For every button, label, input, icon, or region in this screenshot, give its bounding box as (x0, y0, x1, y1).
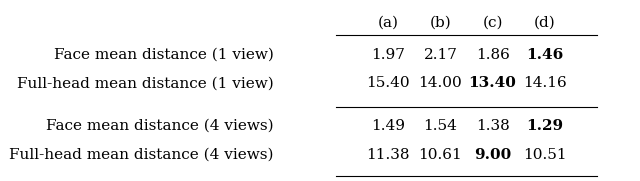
Text: 1.97: 1.97 (371, 48, 405, 62)
Text: (b): (b) (429, 16, 451, 30)
Text: 14.00: 14.00 (419, 76, 462, 90)
Text: (a): (a) (378, 16, 399, 30)
Text: 1.29: 1.29 (526, 119, 563, 133)
Text: 1.49: 1.49 (371, 119, 405, 133)
Text: 10.51: 10.51 (523, 148, 566, 162)
Text: 2.17: 2.17 (424, 48, 458, 62)
Text: Full-head mean distance (1 view): Full-head mean distance (1 view) (17, 76, 273, 90)
Text: 1.38: 1.38 (476, 119, 509, 133)
Text: 1.86: 1.86 (476, 48, 509, 62)
Text: Full-head mean distance (4 views): Full-head mean distance (4 views) (9, 148, 273, 162)
Text: 10.61: 10.61 (419, 148, 462, 162)
Text: Face mean distance (4 views): Face mean distance (4 views) (46, 119, 273, 133)
Text: 14.16: 14.16 (523, 76, 566, 90)
Text: (c): (c) (483, 16, 503, 30)
Text: 1.46: 1.46 (526, 48, 563, 62)
Text: 15.40: 15.40 (367, 76, 410, 90)
Text: Face mean distance (1 view): Face mean distance (1 view) (54, 48, 273, 62)
Text: (d): (d) (534, 16, 556, 30)
Text: 1.54: 1.54 (424, 119, 458, 133)
Text: 11.38: 11.38 (367, 148, 410, 162)
Text: 9.00: 9.00 (474, 148, 511, 162)
Text: 13.40: 13.40 (468, 76, 516, 90)
